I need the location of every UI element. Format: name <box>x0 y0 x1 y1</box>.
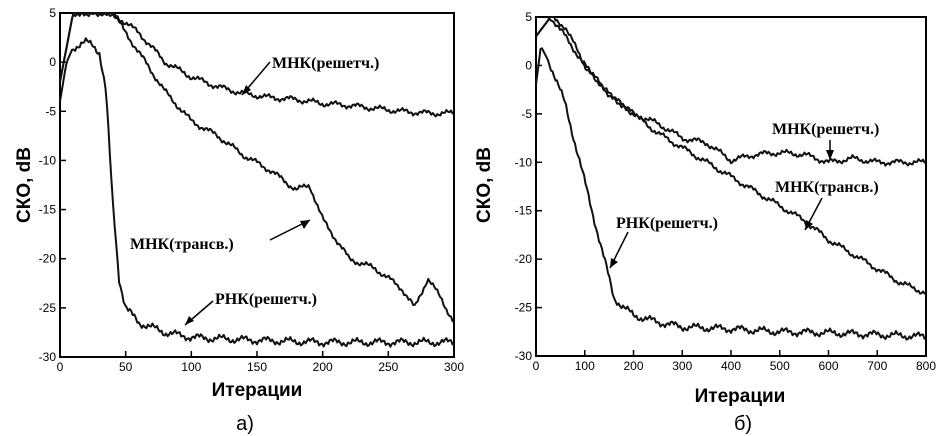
panel-b-x-ticks: 0 100 200 300 400 500 600 700 800 <box>533 350 936 373</box>
panel-b-x-tick-label: 300 <box>672 359 692 373</box>
panel-a-y-tick-label: -30 <box>39 350 57 364</box>
panel-a-y-axis-label: СКО, dB <box>14 147 35 223</box>
panel-a: 0 50 100 150 200 250 300 50-5-10-15-20-25-30 С… <box>14 6 464 435</box>
panel-a-x-tick-label: 100 <box>181 360 201 374</box>
panel-a-annotation-lms-transversal: МНК(трансв.) <box>130 236 234 253</box>
panel-a-label: а) <box>236 413 254 435</box>
panel-a-arrowhead-rls-lattice <box>185 316 194 325</box>
panel-b-arrowhead-rls-lattice <box>610 258 618 268</box>
panel-b-x-tick-label: 0 <box>533 359 540 373</box>
panel-a-series-rls-lattice <box>59 37 455 348</box>
panel-b-label: б) <box>734 413 752 435</box>
panel-a-x-tick-label: 250 <box>378 360 398 374</box>
panel-a-y-tick-label: 0 <box>49 55 56 69</box>
panel-b-y-tick-label: 5 <box>525 10 532 24</box>
panel-b-y-ticks: 5 0 -5 -10 -15 -20 -25 -30 <box>515 10 542 363</box>
panel-a-x-ticks: 0 50 100 150 200 250 300 <box>57 351 464 374</box>
panel-b-x-tick-label: 200 <box>623 359 643 373</box>
panel-a-x-tick-label: 0 <box>57 360 64 374</box>
panel-b-x-tick-label: 500 <box>770 359 790 373</box>
panel-b-annotation-lms-lattice: МНК(решетч.) <box>772 121 879 138</box>
panel-b-y-tick-label: 0 <box>525 58 532 72</box>
panel-a-x-tick-label: 300 <box>444 360 464 374</box>
panel-a-y-ticks: 5 0 -5 -10 -15 -20 -25 -30 <box>39 6 66 364</box>
panel-a-series-lms-lattice <box>59 12 455 118</box>
panel-b-y-tick-label: -10 <box>515 155 533 169</box>
panel-a-y-tick-label: -25 <box>39 301 57 315</box>
panel-b-annotation-rls-lattice: РНК(решетч.) <box>616 215 718 232</box>
panel-b-arrowhead-lms-lattice <box>826 150 834 160</box>
panel-a-y-tick-label: -5 <box>45 104 56 118</box>
panel-b-arrowhead-lms-transversal <box>805 220 813 230</box>
panel-b-y-tick-label: -30 <box>515 349 533 363</box>
panel-a-x-tick-label: 200 <box>313 360 333 374</box>
panel-b-y-tick-label: -5 <box>521 107 532 121</box>
panel-a-series <box>59 12 455 348</box>
panel-a-y-tick-label: -15 <box>39 203 57 217</box>
panel-a-series-lms-transversal <box>59 12 455 323</box>
panel-b: 0 100 200 300 400 500 600 700 800 5 0 -5 -10 -15 -20 -… <box>474 10 936 435</box>
panel-b-x-tick-label: 600 <box>818 359 838 373</box>
panel-a-x-axis-label: Итерации <box>212 380 303 401</box>
panel-b-series-lms-transversal <box>535 16 927 295</box>
panel-b-x-tick-label: 100 <box>575 359 595 373</box>
panel-b-series-lms-lattice <box>535 17 927 167</box>
panel-a-y-tick-label: -10 <box>39 153 57 167</box>
panel-a-y-tick-label: -20 <box>39 252 57 266</box>
panel-a-arrowhead-lms-lattice <box>242 85 251 95</box>
panel-b-x-axis-label: Итерации <box>695 386 786 407</box>
panel-a-x-tick-label: 50 <box>119 360 133 374</box>
panel-a-annotation-lms-lattice: МНК(решетч.) <box>272 55 379 72</box>
panel-b-x-tick-label: 700 <box>867 359 887 373</box>
panel-a-y-tick-label: 5 <box>49 6 56 20</box>
panel-b-annotation-lms-transversal: МНК(трансв.) <box>775 179 879 196</box>
panel-b-series-rls-lattice <box>535 47 927 341</box>
panel-b-y-tick-label: -25 <box>515 301 533 315</box>
panel-b-x-tick-label: 400 <box>721 359 741 373</box>
panel-b-y-tick-label: -15 <box>515 204 533 218</box>
panel-b-y-tick-label: -20 <box>515 252 533 266</box>
panel-a-annotation-rls-lattice: РНК(решетч.) <box>215 291 317 308</box>
panel-b-x-tick-label: 800 <box>916 359 936 373</box>
panel-a-arrowhead-lms-transversal <box>300 220 310 229</box>
panel-b-y-axis-label: СКО, dB <box>474 147 495 223</box>
panel-a-x-tick-label: 150 <box>247 360 267 374</box>
panel-b-series <box>535 16 927 341</box>
